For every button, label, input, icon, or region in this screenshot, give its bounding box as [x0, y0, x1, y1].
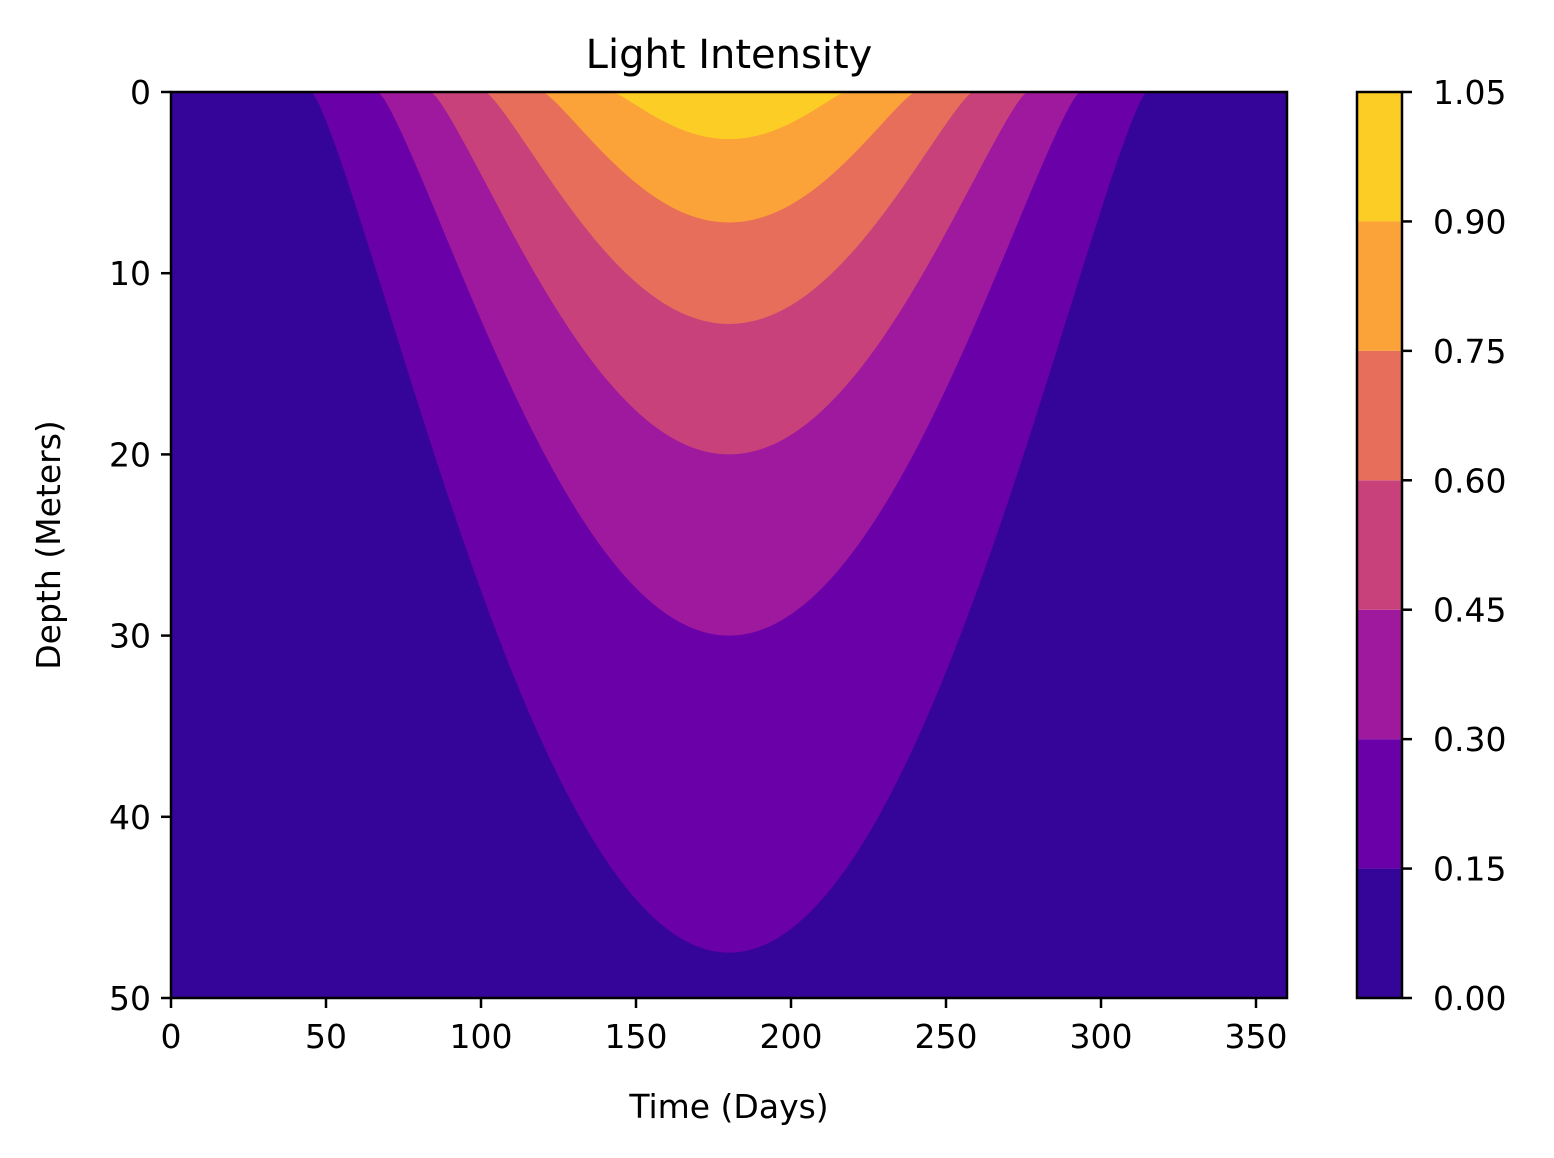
contour-band-0_9 [612, 92, 846, 140]
colorbar-segment [1357, 739, 1402, 869]
y-tick-label: 20 [109, 435, 151, 474]
colorbar-tick-label: 0.60 [1433, 461, 1506, 500]
y-tick-label: 50 [109, 979, 151, 1018]
colorbar-tick-label: 0.90 [1433, 202, 1506, 241]
x-tick-label: 350 [1225, 1017, 1288, 1056]
y-tick-label: 10 [109, 254, 151, 293]
plot-frame [169, 90, 1289, 1000]
colorbar-tick-label: 0.45 [1433, 591, 1506, 630]
colorbar-segment [1357, 350, 1402, 481]
colorbar-tick-label: 0.75 [1433, 332, 1506, 371]
y-axis-title: Depth (Meters) [29, 420, 68, 670]
y-tick-label: 40 [109, 798, 151, 837]
y-tick-label: 0 [130, 73, 151, 112]
x-axis-ticks: 0 50 100 150 200 250 300 350 [161, 998, 1288, 1056]
colorbar-segment [1357, 868, 1402, 998]
y-tick-label: 30 [109, 617, 151, 656]
colorbar-ticks: 0.00 0.15 0.30 0.45 0.60 0.75 0.90 1.05 [1402, 73, 1506, 1018]
x-tick-label: 50 [305, 1017, 347, 1056]
colorbar-tick-label: 0.15 [1433, 850, 1506, 889]
x-tick-label: 0 [161, 1017, 182, 1056]
colorbar-segment [1357, 92, 1402, 222]
x-axis-title: Time (Days) [628, 1087, 828, 1126]
x-tick-label: 300 [1070, 1017, 1133, 1056]
colorbar-segment [1357, 221, 1402, 351]
colorbar-tick-label: 1.05 [1433, 73, 1506, 112]
contour-band-0_75 [543, 92, 915, 223]
colorbar-frame [1355, 90, 1404, 1000]
plot-area [171, 92, 1287, 998]
chart-title: Light Intensity [586, 32, 873, 78]
x-tick-label: 150 [605, 1017, 668, 1056]
colorbar [1357, 92, 1402, 998]
colorbar-segment [1357, 480, 1402, 610]
colorbar-tick-label: 0.30 [1433, 720, 1506, 759]
x-tick-label: 100 [450, 1017, 513, 1056]
colorbar-segment [1357, 609, 1402, 740]
x-tick-label: 200 [760, 1017, 823, 1056]
x-tick-label: 250 [915, 1017, 978, 1056]
contour-bands [312, 92, 1146, 953]
y-axis-ticks: 0 10 20 30 40 50 [109, 73, 171, 1018]
colorbar-tick-label: 0.00 [1433, 979, 1506, 1018]
